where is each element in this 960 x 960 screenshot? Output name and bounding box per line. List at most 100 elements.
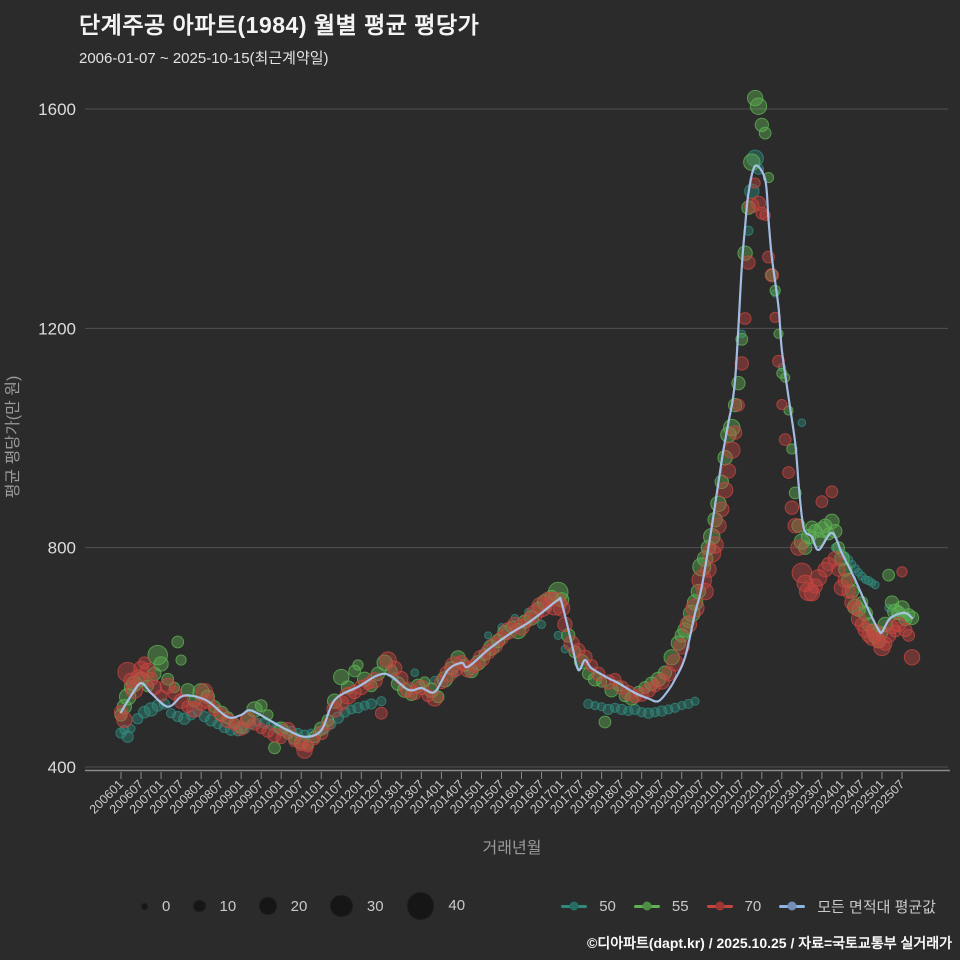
bubble-series-70[interactable] [239,711,257,729]
bubble-series-55[interactable] [754,117,769,133]
bubble-series-55[interactable] [161,672,175,686]
bubble-series-70[interactable] [727,425,743,440]
bubble-series-50[interactable] [172,710,184,723]
bubble-series-50[interactable] [797,418,807,427]
bubble-series-70[interactable] [880,627,897,644]
bubble-series-70[interactable] [673,638,690,655]
bubble-series-50[interactable] [346,704,357,715]
bubble-series-55[interactable] [175,654,187,666]
bubble-series-55[interactable] [348,664,362,678]
bubble-series-70[interactable] [782,466,795,479]
bubble-series-50[interactable] [365,698,377,710]
bubble-series-70[interactable] [741,255,756,270]
legend-series-모든 면적대 평균값[interactable]: 모든 면적대 평균값 [779,896,936,917]
bubble-series-70[interactable] [902,629,916,642]
bubble-series-50[interactable] [165,708,177,719]
bubble-series-55[interactable] [596,676,608,688]
bubble-series-70[interactable] [778,433,792,447]
bubble-series-70[interactable] [267,728,282,743]
bubble-series-55[interactable] [153,656,169,672]
bubble-series-70[interactable] [790,539,807,556]
bubble-series-70[interactable] [898,622,913,638]
bubble-layer[interactable] [113,89,921,759]
bubble-series-50[interactable] [359,700,370,711]
bubble-series-70[interactable] [716,481,734,499]
bubble-series-55[interactable] [254,699,268,712]
bubble-series-70[interactable] [776,398,788,411]
bubble-series-70[interactable] [803,584,821,602]
legend-series-55[interactable]: 55 [633,898,689,915]
bubble-series-70[interactable] [710,517,727,534]
bubble-series-70[interactable] [825,485,839,499]
bubble-series-50[interactable] [690,696,700,706]
bubble-series-70[interactable] [130,669,145,684]
bubble-series-70[interactable] [143,672,159,687]
bubble-series-55[interactable] [844,584,860,599]
bubble-series-55[interactable] [352,659,364,671]
bubble-series-70[interactable] [379,651,397,669]
bubble-series-55[interactable] [749,97,768,115]
bubble-series-70[interactable] [117,661,138,683]
bubble-series-70[interactable] [815,495,829,508]
bubble-series-70[interactable] [116,711,133,729]
bubble-series-50[interactable] [410,668,420,677]
bubble-series-55[interactable] [423,682,440,698]
bubble-series-50[interactable] [553,630,563,640]
bubble-series-55[interactable] [743,153,761,171]
bubble-series-70[interactable] [809,569,828,587]
bubble-series-50[interactable] [560,644,570,654]
legend-size-item[interactable]: 20 [260,898,307,915]
bubble-series-70[interactable] [137,656,151,670]
bubble-series-50[interactable] [143,702,159,717]
bubble-series-70[interactable] [764,267,779,283]
bubble-series-70[interactable] [787,518,803,534]
bubble-series-70[interactable] [714,501,730,517]
bubble-series-70[interactable] [314,725,329,741]
bubble-series-70[interactable] [233,721,249,736]
bubble-series-70[interactable] [139,662,156,680]
bubble-series-70[interactable] [732,398,745,412]
bubble-series-50[interactable] [590,701,600,711]
bubble-series-55[interactable] [758,126,772,140]
bubble-series-55[interactable] [598,715,612,729]
bubble-series-50[interactable] [178,712,191,725]
legend-size-item[interactable]: 0 [142,898,170,915]
bubble-series-55[interactable] [882,568,896,582]
bubble-series-70[interactable] [903,649,921,666]
bubble-series-55[interactable] [670,635,687,651]
bubble-series-55[interactable] [147,644,168,666]
bubble-series-70[interactable] [827,550,843,567]
bubble-series-70[interactable] [374,706,388,720]
bubble-series-70[interactable] [833,579,851,596]
legend-series-50[interactable]: 50 [561,898,616,915]
bubble-series-55[interactable] [171,635,185,649]
bubble-series-55[interactable] [663,649,680,666]
bubble-series-70[interactable] [255,723,267,735]
bubble-series-50[interactable] [609,702,621,713]
bubble-series-55[interactable] [786,443,798,455]
legend-size-item[interactable]: 30 [331,895,384,917]
legend-size-item[interactable]: 40 [407,893,465,919]
bubble-series-70[interactable] [521,612,536,628]
bubble-series-70[interactable] [248,717,261,731]
bubble-series-70[interactable] [878,636,893,651]
bubble-series-70[interactable] [123,672,139,689]
bubble-series-70[interactable] [734,356,749,371]
legend-size-item[interactable]: 10 [194,898,236,915]
bubble-series-55[interactable] [268,741,281,755]
bubble-series-50[interactable] [484,631,493,640]
bubble-series-70[interactable] [784,500,800,515]
bubble-series-70[interactable] [706,536,724,554]
bubble-series-50[interactable] [870,580,880,590]
bubble-series-70[interactable] [831,562,846,577]
bubble-series-55[interactable] [894,600,910,616]
bubble-series-70[interactable] [738,312,752,325]
bubble-series-50[interactable] [198,710,211,723]
bubble-series-55[interactable] [478,648,492,661]
bubble-series-70[interactable] [480,644,496,660]
bubble-series-50[interactable] [536,619,547,629]
bubble-series-70[interactable] [837,572,853,589]
bubble-series-70[interactable] [896,566,908,578]
bubble-series-50[interactable] [376,696,387,707]
